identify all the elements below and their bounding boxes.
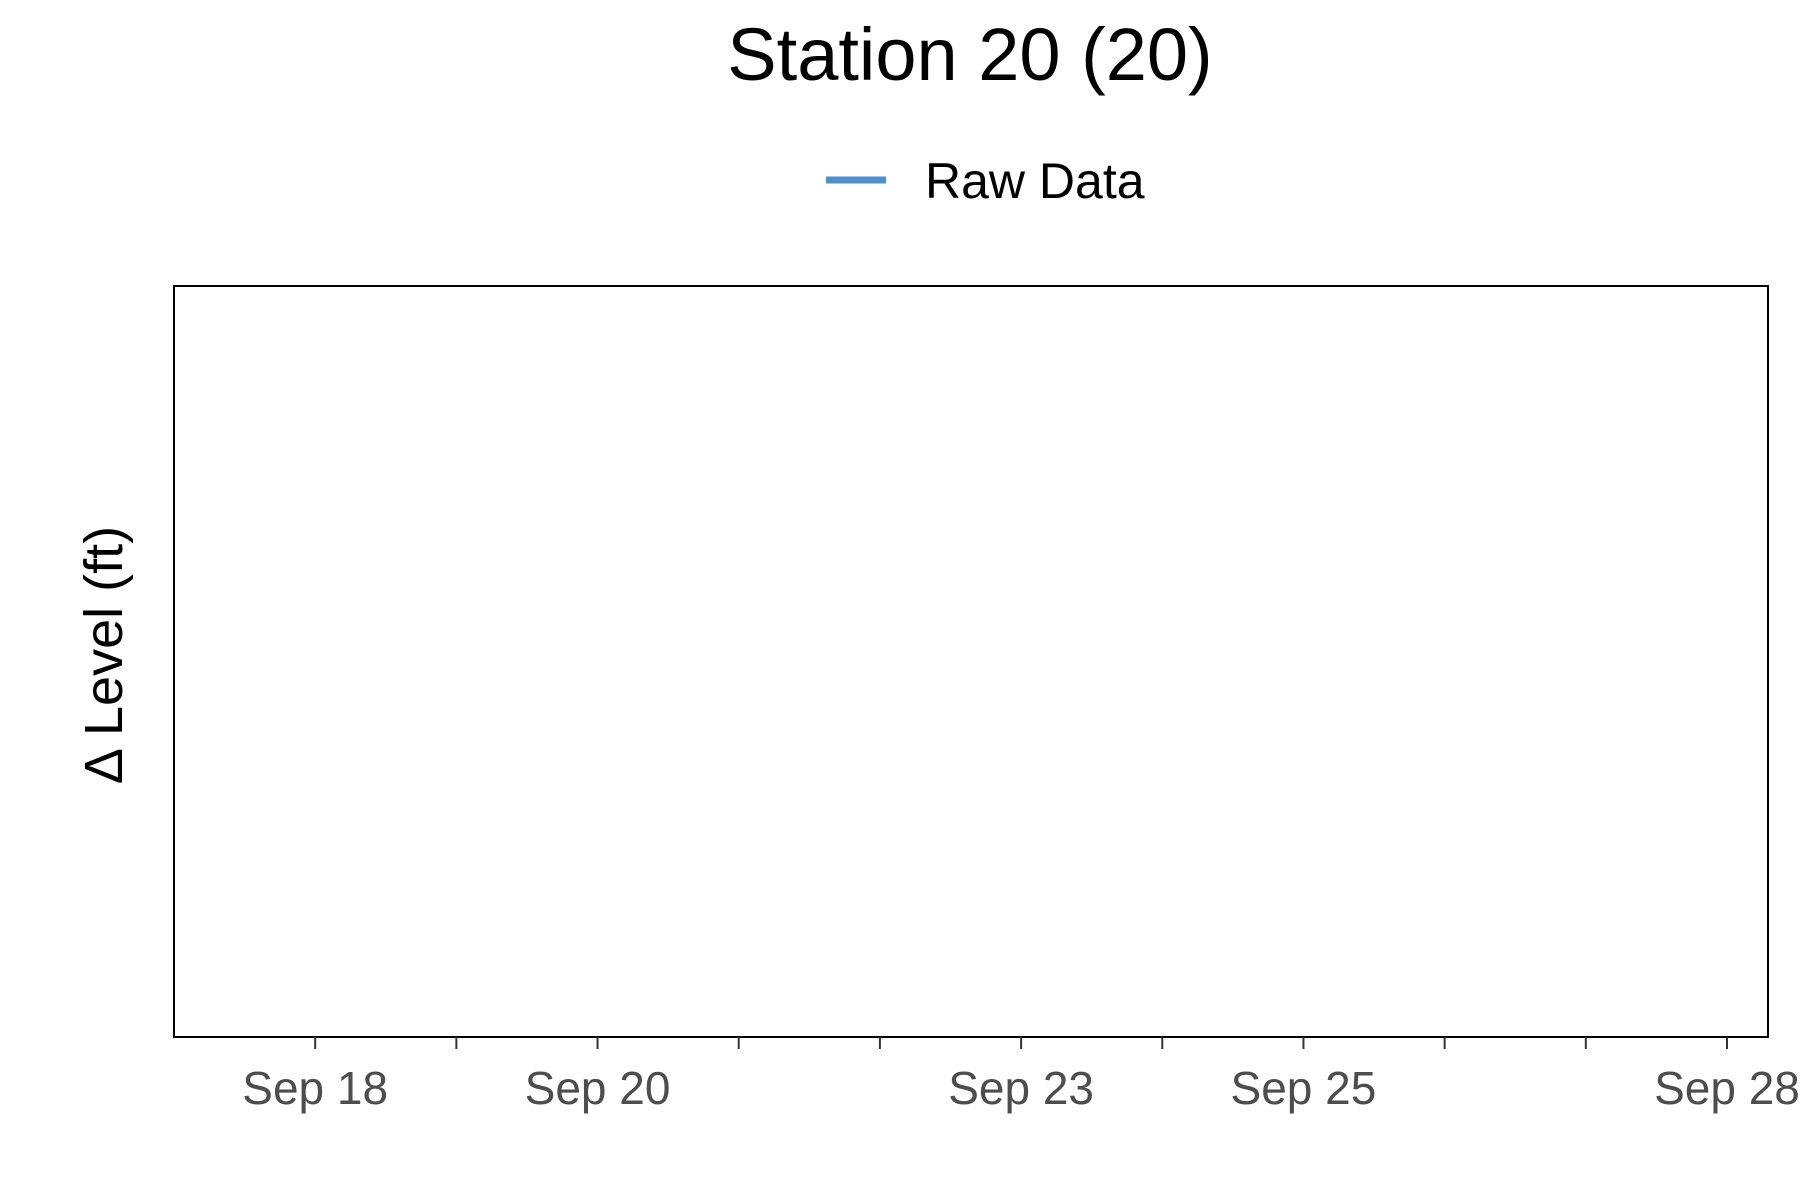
plot-panel <box>173 285 1769 1038</box>
chart-title: Station 20 (20) <box>727 13 1212 96</box>
x-tick-label: Sep 28 <box>1654 1062 1800 1114</box>
x-tick-label: Sep 20 <box>525 1062 671 1114</box>
x-axis: Sep 18 Sep 20 Sep 23 Sep 25 Sep 28 <box>242 1037 1800 1114</box>
x-tick-label: Sep 23 <box>948 1062 1094 1114</box>
y-axis-label: Δ Level (ft) <box>74 526 134 784</box>
x-tick-label: Sep 18 <box>242 1062 388 1114</box>
x-tick-label: Sep 25 <box>1231 1062 1377 1114</box>
legend-label-raw-data: Raw Data <box>925 153 1145 209</box>
legend: Raw Data <box>826 153 1145 209</box>
